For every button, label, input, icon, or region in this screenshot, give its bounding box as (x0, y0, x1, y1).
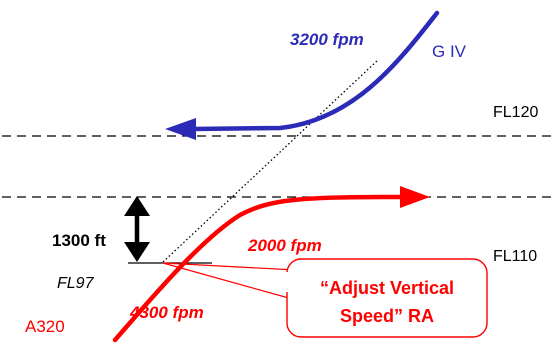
callout-pointer-lower (162, 262, 297, 301)
separation-label: 1300 ft (52, 231, 106, 250)
projected-path-dotted-line (162, 59, 379, 263)
fl97-label: FL97 (57, 275, 95, 292)
g4-rate-label: 3200 fpm (290, 30, 364, 49)
callout-line-2: Speed” RA (340, 306, 434, 326)
callout-pointer-upper (162, 262, 297, 271)
g4-name-label: G IV (432, 42, 467, 61)
fl110-label: FL110 (493, 248, 537, 265)
a320-name-label: A320 (25, 317, 65, 336)
fl120-label: FL120 (493, 104, 538, 121)
a320-level-rate-label: 2000 fpm (247, 236, 322, 255)
callout-box (286, 258, 488, 338)
a320-trajectory (112, 194, 403, 343)
a320-climb-rate-label: 4300 fpm (129, 303, 204, 322)
g4-trajectory (189, 10, 440, 132)
separation-arrow-bottom (124, 242, 150, 262)
callout-line-1: “Adjust Vertical (320, 278, 454, 298)
g4-arrowhead (165, 118, 196, 140)
separation-arrow-top (124, 196, 150, 216)
a320-arrowhead (400, 186, 430, 208)
